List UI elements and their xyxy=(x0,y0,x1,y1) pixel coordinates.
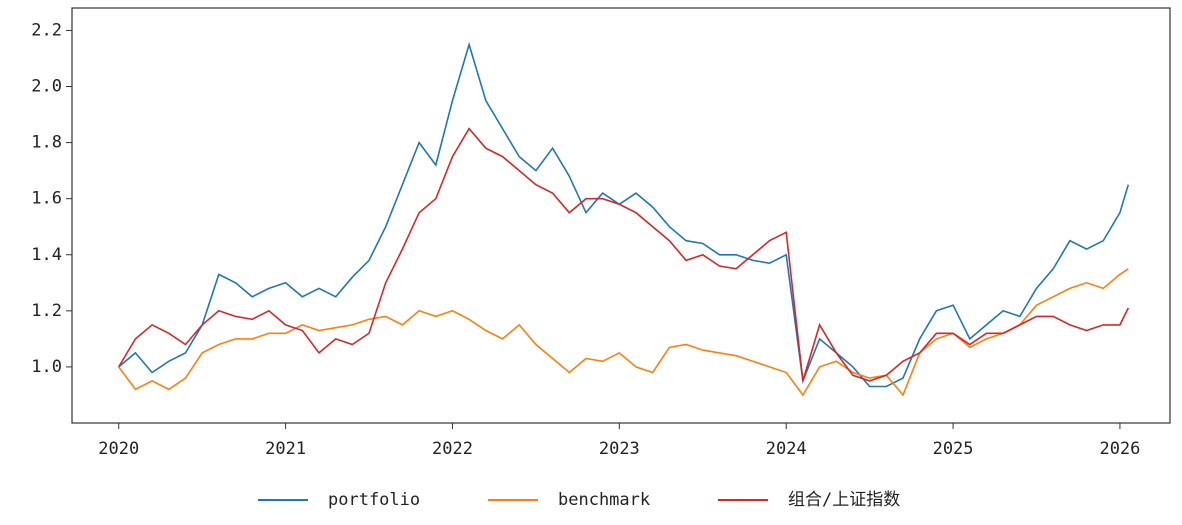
plot-frame xyxy=(71,7,1171,424)
x-tick-label: 2023 xyxy=(599,439,640,459)
series-line xyxy=(118,41,1130,388)
x-tick-label: 2021 xyxy=(265,439,306,459)
series-line xyxy=(118,268,1129,397)
x-tick-label: 2025 xyxy=(933,439,974,459)
y-tick-label: 2.2 xyxy=(31,20,62,40)
legend-label: benchmark xyxy=(558,490,650,510)
y-tick-label: 1.6 xyxy=(31,189,62,209)
x-tick-label: 2026 xyxy=(1099,439,1140,459)
x-tick-label: 2020 xyxy=(98,439,139,459)
series-line xyxy=(118,127,1130,382)
legend: portfolio benchmark 组合/上证指数 xyxy=(258,490,900,510)
legend-label: portfolio xyxy=(328,490,420,510)
y-tick-label: 1.8 xyxy=(31,133,62,153)
y-tick-label: 1.0 xyxy=(31,357,62,377)
y-tick-label: 2.0 xyxy=(31,77,62,97)
y-tick-label: 1.2 xyxy=(31,301,62,321)
x-tick-label: 2022 xyxy=(432,439,473,459)
y-tick-label: 1.4 xyxy=(31,245,62,265)
x-tick-label: 2024 xyxy=(766,439,807,459)
legend-label: 组合/上证指数 xyxy=(788,490,900,510)
